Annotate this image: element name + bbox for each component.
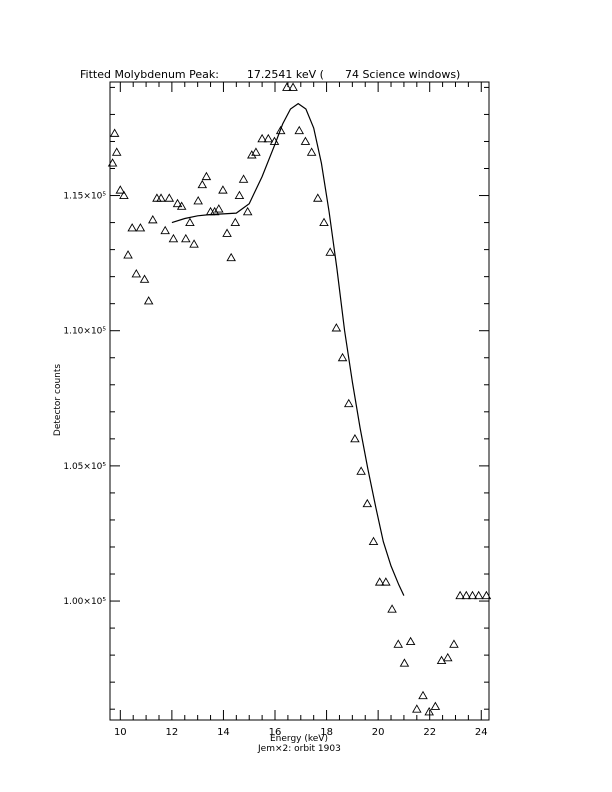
data-point <box>152 193 162 202</box>
data-point <box>442 652 453 662</box>
x-tick-label: 14 <box>217 727 230 738</box>
data-point <box>234 190 245 199</box>
data-point <box>238 174 249 183</box>
data-point <box>164 193 175 202</box>
data-point <box>205 206 216 216</box>
data-point <box>325 247 335 256</box>
data-point <box>405 636 416 646</box>
x-tick-label: 22 <box>423 727 436 738</box>
data-point <box>160 225 170 235</box>
data-point <box>399 658 410 667</box>
x-tick-label: 16 <box>269 727 282 738</box>
data-point <box>156 193 166 202</box>
data-point <box>109 128 120 137</box>
data-point <box>343 398 354 408</box>
data-point <box>300 136 311 145</box>
data-point <box>263 133 274 143</box>
data-point <box>127 223 137 232</box>
chart-title: Fitted Molybdenum Peak: 17.2541 keV ( 74… <box>80 68 461 81</box>
data-point <box>193 196 203 205</box>
data-point <box>337 352 348 362</box>
data-point <box>197 179 208 189</box>
data-point <box>387 604 397 613</box>
data-point <box>209 206 220 216</box>
fit-curve <box>171 102 405 596</box>
data-point <box>275 125 286 135</box>
data-point <box>306 147 317 156</box>
data-point <box>288 82 298 91</box>
data-point <box>294 125 305 135</box>
data-point <box>185 217 195 227</box>
data-point <box>172 198 183 208</box>
data-point <box>374 577 385 586</box>
data-point <box>176 201 187 210</box>
data-point <box>381 577 391 586</box>
data-point <box>214 204 224 213</box>
y-tick-label: 1.05×10⁵ <box>63 462 106 472</box>
data-point <box>135 223 146 232</box>
data-point <box>350 433 360 443</box>
data-point <box>107 158 118 167</box>
axis-tick-labels: 10 12 14 16 18 20 22 24 1.00×10⁵ 1.05×10⁵ 1.10×10⁵… <box>63 192 487 738</box>
data-point <box>269 136 280 145</box>
data-point <box>222 228 232 237</box>
data-point <box>242 206 253 216</box>
data-point <box>139 274 150 283</box>
data-point <box>393 639 404 648</box>
data-point <box>362 498 373 508</box>
data-point <box>111 147 122 156</box>
data-point <box>148 214 158 224</box>
data-point <box>189 239 199 248</box>
data-markers <box>107 82 492 716</box>
data-point <box>282 82 292 91</box>
data-point <box>319 217 329 227</box>
data-point <box>251 147 261 156</box>
data-point <box>119 190 129 199</box>
data-point <box>257 133 267 143</box>
y-tick-label: 1.15×10⁵ <box>63 192 106 202</box>
data-point <box>368 536 379 546</box>
y-tick-label: 1.10×10⁵ <box>63 327 106 337</box>
data-point <box>418 690 428 700</box>
data-point <box>461 590 472 600</box>
data-point <box>455 590 465 600</box>
x-tick-label: 24 <box>475 727 488 738</box>
data-point <box>247 150 257 159</box>
axis-ticks <box>110 82 489 720</box>
data-point <box>436 655 447 664</box>
data-point <box>473 590 484 600</box>
y-axis-label: Detector counts <box>53 363 64 437</box>
data-point <box>115 185 126 194</box>
plot-frame <box>109 81 490 721</box>
data-point <box>218 185 228 194</box>
data-point <box>481 590 492 600</box>
data-point <box>356 466 366 475</box>
data-point <box>331 323 342 332</box>
data-point <box>449 639 459 648</box>
data-point <box>430 701 441 710</box>
x-tick-label: 10 <box>114 727 127 738</box>
x-tick-label: 20 <box>372 727 385 738</box>
data-point <box>424 706 434 716</box>
x-axis-label: Energy (keV) <box>270 734 328 744</box>
data-point <box>226 252 236 262</box>
data-point <box>412 704 422 713</box>
data-point <box>131 269 142 278</box>
fit-line-layer <box>171 102 405 596</box>
data-point <box>201 171 212 181</box>
data-point <box>143 296 154 305</box>
y-tick-label: 1.00×10⁵ <box>63 597 106 607</box>
data-point <box>168 233 179 243</box>
x-tick-label: 12 <box>166 727 179 738</box>
x-tick-label: 18 <box>320 727 333 738</box>
data-point <box>313 193 323 202</box>
chart-caption: Jem×2: orbit 1903 <box>258 744 341 754</box>
data-point <box>123 250 133 259</box>
data-point <box>181 233 191 243</box>
data-point <box>230 217 241 227</box>
data-point <box>467 590 478 600</box>
